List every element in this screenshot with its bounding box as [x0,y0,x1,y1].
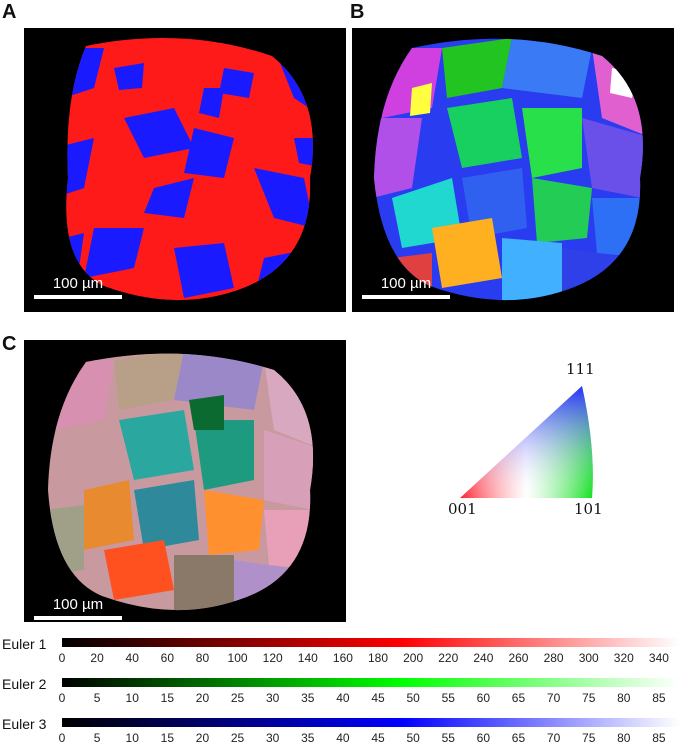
euler-scale-row: Euler 3 0 5 10 15 20 25 30 35 40 45 50 55 60 65 70 75 80 8… [0,716,699,750]
euler-map-graphic [48,353,314,611]
panel-b-scale-label: 100 µm [380,275,432,292]
euler-scale-row: Euler 1 0 20 40 60 80 100 120 140 160 180 200 220 240… [0,636,699,670]
euler-tick-label: 140 [297,651,318,665]
euler-tick-label: 45 [371,691,385,705]
euler-tick-label: 340 [648,651,669,665]
euler-tick-label: 75 [582,691,596,705]
panel-c-euler-map: 100 µm [24,340,346,622]
euler-tick-label: 0 [58,731,66,745]
ipf-label-101: 101 [574,500,603,518]
euler-tick-label: 45 [371,731,385,745]
euler-gradient-bar [62,718,680,727]
euler-tick-label: 35 [301,731,315,745]
euler-tick-label: 55 [441,731,455,745]
euler-gradient-bar [62,678,680,687]
euler-tick-label: 65 [511,731,526,745]
euler-scale-row: Euler 2 0 5 10 15 20 25 30 35 40 45 50 55 60 65 70 75 80 8… [0,676,699,710]
euler-tick-label: 75 [582,731,596,745]
euler-tick-label: 10 [125,691,139,705]
euler-tick-label: 40 [336,731,350,745]
euler-tick-label: 120 [262,651,283,665]
panel-b-scalebar: 100 µm [362,275,450,299]
euler-tick-label: 60 [476,691,491,705]
euler-tick-label: 20 [90,651,104,665]
scale-bar-line [362,295,450,299]
euler-tick-label: 40 [336,691,350,705]
euler-tick-label: 15 [160,731,175,745]
euler-tick-label: 35 [301,691,315,705]
euler-tick-label: 100 [227,651,248,665]
euler-tick-label: 40 [125,651,139,665]
ipf-label-111: 111 [566,360,595,378]
euler-tick-label: 20 [195,731,210,745]
euler-tick-label: 65 [511,691,526,705]
panel-a-phase-map: 100 µm [24,28,346,312]
euler-tick-label: 80 [617,691,631,705]
euler-tick-label: 85 [652,691,666,705]
scale-bar-line [34,616,122,620]
euler-tick-label: 30 [265,691,280,705]
euler-tick-label: 80 [195,651,210,665]
euler-tick-label: 50 [406,691,420,705]
euler-tick-label: 70 [546,731,561,745]
euler-tick-label: 5 [93,731,101,745]
panel-a-scalebar: 100 µm [34,275,122,299]
panel-c-scale-label: 100 µm [52,596,104,613]
panel-a-scale-label: 100 µm [52,275,104,292]
euler-tick-label: 280 [543,651,564,665]
ipf-color-key: 111 001 101 [448,360,630,520]
euler-tick-label: 70 [546,691,561,705]
euler-tick-label: 50 [406,731,420,745]
euler-tick-label: 60 [476,731,491,745]
scale-bar-line [34,295,122,299]
euler-tick-label: 20 [195,691,210,705]
euler-tick-label: 320 [613,651,634,665]
euler-tick-label: 85 [652,731,666,745]
euler-tick-label: 5 [93,691,101,705]
euler-tick-label: 10 [125,731,139,745]
euler-tick-label: 180 [368,651,389,665]
euler-tick-label: 25 [230,691,245,705]
panel-a-letter: A [2,1,17,23]
euler-tick-label: 160 [332,651,353,665]
euler-tick-label: 15 [160,691,175,705]
panel-b-ipf-map: 100 µm [352,28,674,312]
euler-tick-label: 60 [160,651,175,665]
euler-tick-label: 0 [58,691,66,705]
panel-c-scalebar: 100 µm [34,596,122,620]
euler-tick-label: 260 [508,651,529,665]
ipf-label-001: 001 [448,500,477,518]
ipf-triangle-graphic [460,386,593,498]
euler-tick-label: 240 [473,651,494,665]
euler-scale-name: Euler 1 [2,636,47,652]
panel-b-letter: B [350,1,365,23]
euler-tick-label: 200 [403,651,424,665]
euler-scale-name: Euler 3 [2,716,47,732]
euler-tick-label: 220 [438,651,459,665]
euler-tick-label: 55 [441,691,455,705]
phase-map-graphic [66,38,313,301]
euler-scale-name: Euler 2 [2,676,47,692]
ipf-map-graphic [374,38,643,301]
euler-gradient-bar [62,638,680,647]
euler-tick-label: 30 [265,731,280,745]
euler-tick-label: 25 [230,731,245,745]
panel-c-letter: C [2,333,17,355]
euler-tick-label: 0 [58,651,66,665]
euler-tick-label: 80 [617,731,631,745]
euler-tick-label: 300 [578,651,599,665]
